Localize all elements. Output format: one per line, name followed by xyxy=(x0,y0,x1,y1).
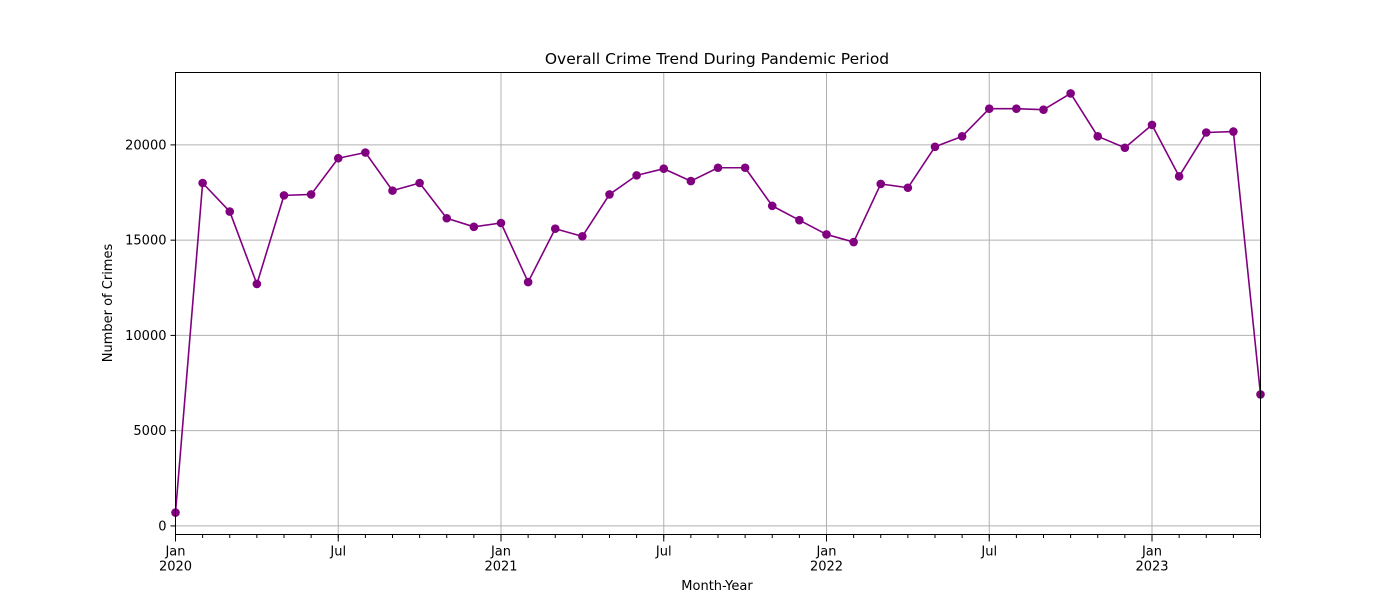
x-tick-year-label: 2021 xyxy=(484,560,517,575)
data-point xyxy=(795,215,804,225)
data-point xyxy=(767,201,777,211)
x-tick-year-label: 2023 xyxy=(1135,560,1168,575)
x-tick-year-label: 2022 xyxy=(810,560,843,575)
data-point xyxy=(523,277,533,287)
data-point xyxy=(957,132,967,141)
data-points xyxy=(171,89,1265,517)
x-tick-label: Jul xyxy=(655,545,672,560)
x-axis-label: Month-Year xyxy=(681,579,753,594)
y-tick-label: 15000 xyxy=(125,234,166,249)
data-point xyxy=(306,190,316,199)
data-point xyxy=(469,222,479,232)
data-point xyxy=(1201,128,1211,137)
data-point xyxy=(984,104,994,113)
data-point xyxy=(415,178,424,188)
data-point xyxy=(225,207,235,216)
x-tick-label: Jul xyxy=(329,545,346,560)
data-point xyxy=(279,191,289,200)
data-point xyxy=(605,190,614,199)
data-point xyxy=(442,213,452,223)
data-point xyxy=(333,153,343,163)
x-tick-label: Jan xyxy=(490,545,511,560)
y-axis-label: Number of Crimes xyxy=(101,244,116,363)
data-point xyxy=(659,164,669,174)
x-tick-label: Jul xyxy=(980,545,997,560)
data-point xyxy=(388,186,397,195)
y-tick-label: 10000 xyxy=(125,329,166,344)
data-point xyxy=(550,224,560,234)
data-point xyxy=(1120,143,1130,153)
data-point xyxy=(1039,105,1048,114)
data-point xyxy=(361,148,370,157)
data-point xyxy=(1093,132,1103,141)
data-point xyxy=(876,179,886,189)
chart-title: Overall Crime Trend During Pandemic Peri… xyxy=(545,50,889,68)
data-point xyxy=(903,183,913,193)
data-point xyxy=(1012,104,1021,113)
y-tick-label: 20000 xyxy=(125,138,166,153)
data-point xyxy=(578,232,587,241)
data-point xyxy=(740,163,750,173)
data-point xyxy=(1066,89,1075,98)
y-tick-label: 5000 xyxy=(133,424,166,439)
y-axis-ticks: 0 5000 10000 15000 20000 xyxy=(125,138,176,534)
data-point xyxy=(822,230,831,239)
data-point xyxy=(1174,172,1184,181)
data-point xyxy=(1147,120,1157,130)
data-point xyxy=(1229,127,1238,136)
data-point xyxy=(496,218,506,228)
data-point xyxy=(930,142,940,152)
data-point xyxy=(849,237,858,247)
data-point xyxy=(686,176,696,186)
grid xyxy=(175,72,1261,535)
data-point xyxy=(632,171,641,180)
y-tick-label: 0 xyxy=(158,519,166,534)
x-tick-label: Jan xyxy=(815,545,836,560)
data-point xyxy=(713,163,723,173)
x-tick-label: Jan xyxy=(164,545,185,560)
x-tick-label: Jan xyxy=(1141,545,1162,560)
x-tick-year-label: 2020 xyxy=(159,560,192,575)
data-point xyxy=(252,279,262,289)
data-point xyxy=(198,178,207,188)
